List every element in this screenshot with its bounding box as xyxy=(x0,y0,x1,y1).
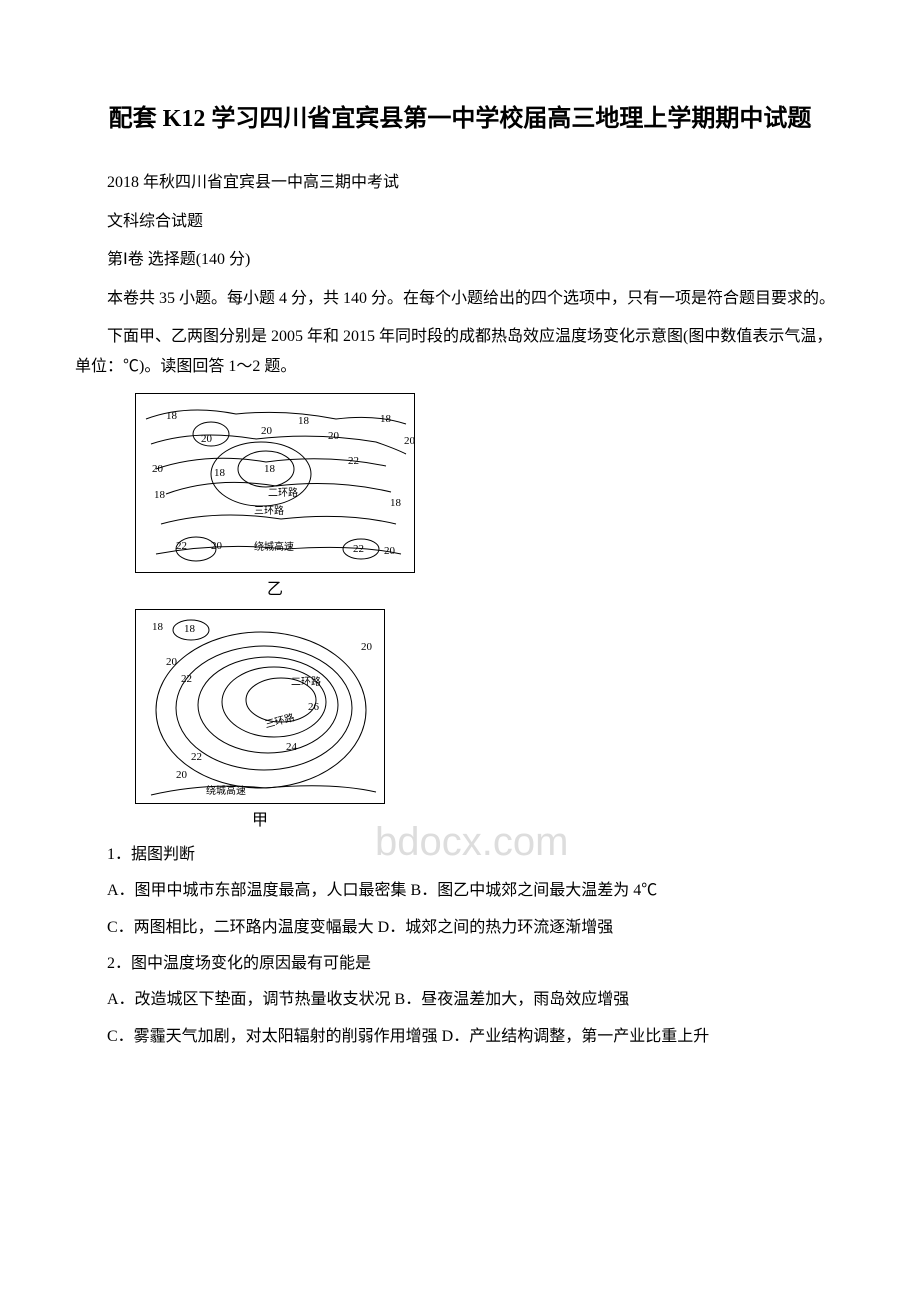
contour-map-jia: 18 18 20 20 22 26 24 22 20 二环路 三环路 绕城高速 xyxy=(135,609,385,804)
question-2-options-cd: C．雾霾天气加剧，对太阳辐射的削弱作用增强 D．产业结构调整，第一产业比重上升 xyxy=(75,1022,845,1052)
contour-map-yi: 18 18 18 20 20 20 20 22 18 18 20 18 18 2… xyxy=(135,393,415,573)
temp-label: 22 xyxy=(191,751,202,763)
page-title: 配套 K12 学习四川省宜宾县第一中学校届高三地理上学期期中试题 xyxy=(75,100,845,138)
temp-label: 18 xyxy=(152,621,164,633)
temp-label: 20 xyxy=(404,435,415,447)
figure-jia-label: 甲 xyxy=(135,806,385,830)
figure-yi-container: 18 18 18 20 20 20 20 22 18 18 20 18 18 2… xyxy=(135,393,845,599)
question-1-options-cd: C．两图相比，二环路内温度变幅最大 D．城郊之间的热力环流逐渐增强 xyxy=(75,913,845,943)
temp-label: 18 xyxy=(264,463,276,475)
figure-yi-label: 乙 xyxy=(135,575,415,599)
temp-label: 20 xyxy=(261,425,273,437)
temp-label: 18 xyxy=(214,467,226,479)
temp-label: 20 xyxy=(166,656,178,668)
temp-label: 20 xyxy=(361,641,373,653)
figure-jia-container: 18 18 20 20 22 26 24 22 20 二环路 三环路 绕城高速 … xyxy=(135,609,845,830)
exam-header-line-1: 2018 年秋四川省宜宾县一中高三期中考试 xyxy=(75,168,845,198)
question-1-stem: 1．据图判断 xyxy=(75,840,845,870)
exam-header-line-2: 文科综合试题 xyxy=(75,207,845,237)
temp-label: 18 xyxy=(298,415,310,427)
question-2-stem: 2．图中温度场变化的原因最有可能是 xyxy=(75,949,845,979)
temp-label: 20 xyxy=(152,463,164,475)
question-2-options-ab: A．改造城区下垫面，调节热量收支状况 B．昼夜温差加大，雨岛效应增强 xyxy=(75,985,845,1015)
temp-label: 22 xyxy=(176,540,187,552)
temp-label: 18 xyxy=(380,413,392,425)
temp-label: 18 xyxy=(184,623,196,635)
temp-label: 18 xyxy=(390,497,402,509)
figure-yi: 18 18 18 20 20 20 20 22 18 18 20 18 18 2… xyxy=(135,393,415,599)
ring-label: 三环路 xyxy=(263,710,295,730)
question-1-options-ab: A．图甲中城市东部温度最高，人口最密集 B．图乙中城郊之间最大温差为 4℃ xyxy=(75,876,845,906)
ring-label: 绕城高速 xyxy=(206,784,246,797)
temp-label: 20 xyxy=(211,540,223,552)
exam-header-line-3: 第Ⅰ卷 选择题(140 分) xyxy=(75,245,845,275)
temp-label: 20 xyxy=(176,769,188,781)
ring-label: 绕城高速 xyxy=(254,540,294,553)
ring-label: 三环路 xyxy=(254,504,284,517)
ring-label: 二环路 xyxy=(268,486,298,499)
ring-label: 二环路 xyxy=(291,675,321,688)
temp-label: 18 xyxy=(154,489,166,501)
temp-label: 18 xyxy=(166,410,178,422)
temp-label: 20 xyxy=(384,545,396,557)
exam-instructions: 本卷共 35 小题。每小题 4 分，共 140 分。在每个小题给出的四个选项中，… xyxy=(75,284,845,314)
temp-label: 20 xyxy=(328,430,340,442)
temp-label: 26 xyxy=(308,701,320,713)
page-container: 配套 K12 学习四川省宜宾县第一中学校届高三地理上学期期中试题 2018 年秋… xyxy=(75,100,845,1052)
temp-label: 22 xyxy=(353,543,364,555)
figure-jia: 18 18 20 20 22 26 24 22 20 二环路 三环路 绕城高速 … xyxy=(135,609,385,830)
temp-label: 22 xyxy=(348,455,359,467)
question-group-intro: 下面甲、乙两图分别是 2005 年和 2015 年同时段的成都热岛效应温度场变化… xyxy=(75,322,845,383)
temp-label: 20 xyxy=(201,433,213,445)
temp-label: 22 xyxy=(181,673,192,685)
temp-label: 24 xyxy=(286,741,298,753)
